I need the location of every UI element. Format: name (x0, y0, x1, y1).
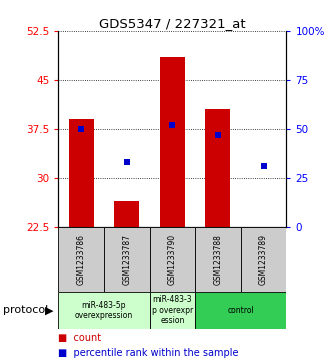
Bar (195, 227, 241, 292)
Bar (104, 227, 150, 292)
Text: control: control (227, 306, 254, 315)
Text: miR-483-5p
overexpression: miR-483-5p overexpression (75, 301, 133, 320)
Text: GSM1233789: GSM1233789 (259, 234, 268, 285)
Bar (69, 119, 94, 227)
Text: protocol: protocol (3, 305, 49, 315)
Point (261, 163, 266, 169)
Title: GDS5347 / 227321_at: GDS5347 / 227321_at (99, 17, 246, 30)
Text: GSM1233790: GSM1233790 (168, 234, 177, 285)
Text: GSM1233788: GSM1233788 (213, 234, 222, 285)
Point (215, 132, 220, 138)
Text: ■  percentile rank within the sample: ■ percentile rank within the sample (58, 348, 239, 358)
Point (79, 126, 84, 132)
Point (124, 159, 129, 165)
Text: miR-483-3
p overexpr
ession: miR-483-3 p overexpr ession (152, 295, 193, 325)
Bar (160, 57, 185, 227)
Bar (58, 292, 150, 329)
Point (169, 122, 175, 128)
Bar (195, 292, 286, 329)
Bar (241, 227, 286, 292)
Text: ▶: ▶ (45, 305, 54, 315)
Bar (58, 227, 104, 292)
Text: GSM1233786: GSM1233786 (77, 234, 86, 285)
Text: GSM1233787: GSM1233787 (122, 234, 131, 285)
Bar (150, 292, 195, 329)
Bar (114, 201, 139, 227)
Bar (205, 109, 230, 227)
Text: ■  count: ■ count (58, 333, 102, 343)
Bar (150, 227, 195, 292)
